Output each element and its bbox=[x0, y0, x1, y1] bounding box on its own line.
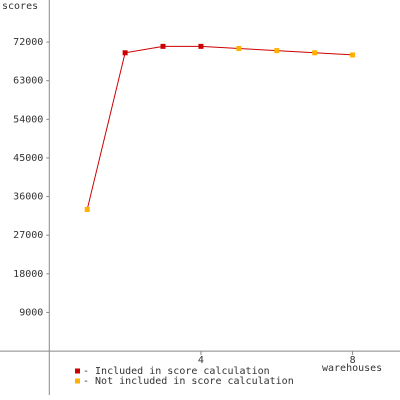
point bbox=[312, 50, 318, 56]
legend-swatch bbox=[75, 378, 80, 384]
point bbox=[84, 206, 90, 212]
point bbox=[198, 43, 204, 49]
legend-swatch bbox=[75, 368, 80, 374]
point bbox=[274, 48, 280, 54]
y-tick-label: 36000 bbox=[13, 192, 43, 203]
point bbox=[236, 45, 242, 51]
point bbox=[122, 50, 128, 56]
y-tick-label: 27000 bbox=[13, 230, 43, 241]
y-tick-label: 9000 bbox=[19, 307, 43, 318]
y-tick-label: 18000 bbox=[13, 269, 43, 280]
y-tick-label: 63000 bbox=[13, 76, 43, 87]
line bbox=[86, 45, 353, 210]
x-tick-label: 8 bbox=[350, 355, 356, 366]
legend-label: - Included in score calculation bbox=[83, 366, 270, 377]
y-tick-label: 54000 bbox=[13, 114, 43, 125]
x-axis-label: warehouses bbox=[322, 363, 382, 374]
x-tick-label: 4 bbox=[198, 355, 204, 366]
y-tick-label: 72000 bbox=[13, 37, 43, 48]
point bbox=[350, 52, 356, 58]
y-tick-label: 45000 bbox=[13, 153, 43, 164]
y-axis-label: scores bbox=[2, 1, 38, 12]
legend-label: - Not included in score calculation bbox=[83, 376, 294, 387]
point bbox=[160, 43, 166, 49]
